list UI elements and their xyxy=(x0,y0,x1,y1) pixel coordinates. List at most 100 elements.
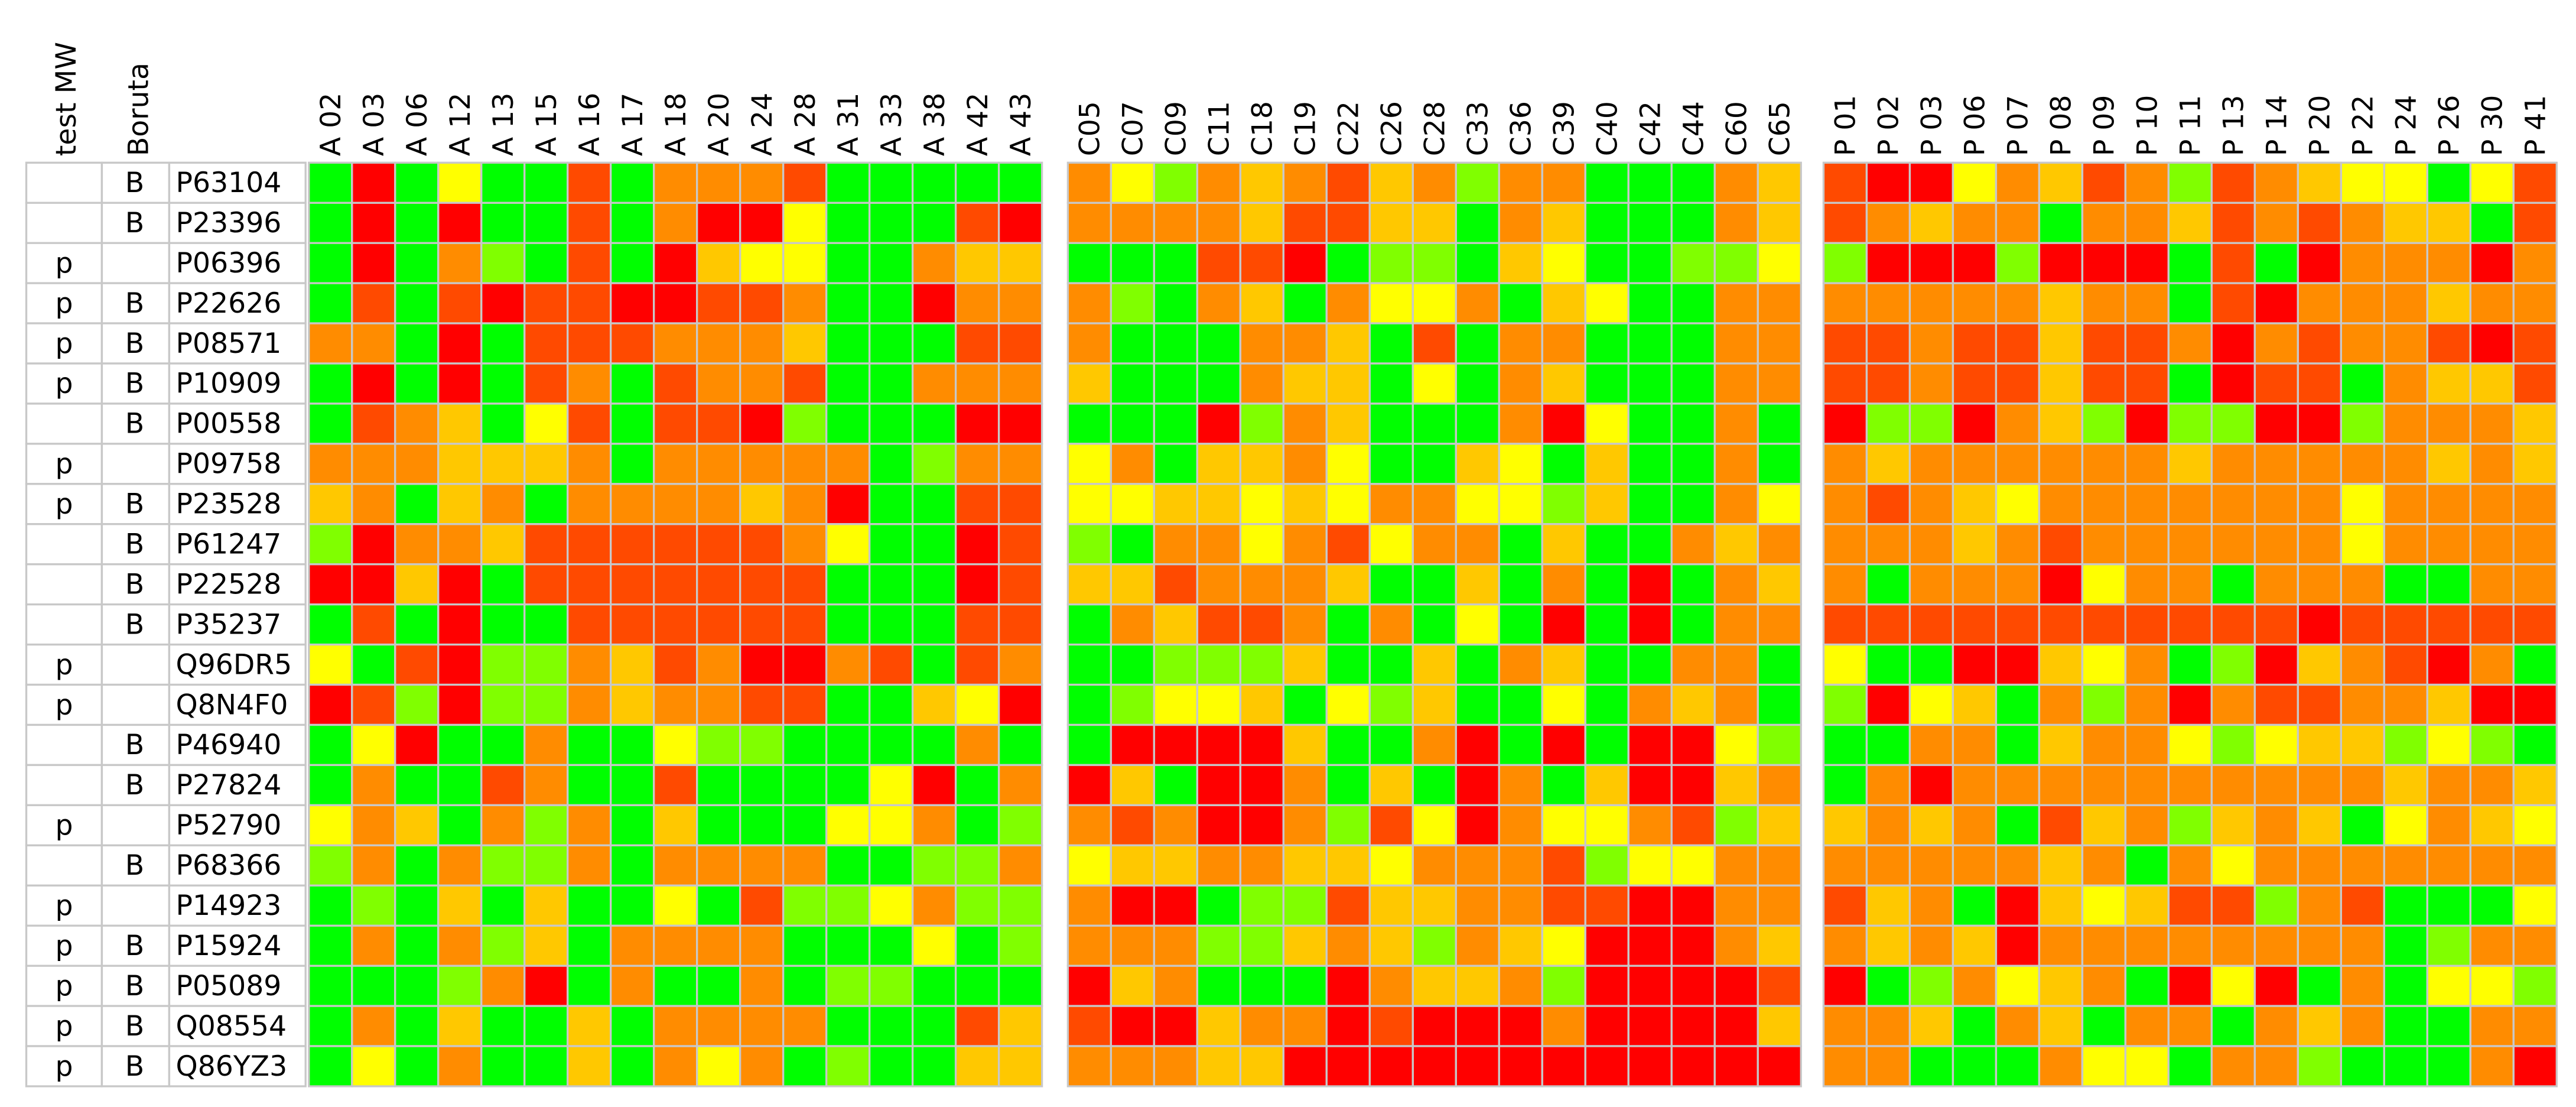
heat-cell xyxy=(1865,844,1911,887)
heat-cell xyxy=(351,643,396,686)
heat-cell xyxy=(1908,362,1954,405)
heat-cell xyxy=(2512,483,2558,525)
heat-cell xyxy=(1908,402,1954,445)
info-cell xyxy=(25,483,103,525)
heat-cell xyxy=(2340,282,2386,324)
heat-cell xyxy=(2210,764,2256,807)
heat-cell xyxy=(868,603,914,646)
heat-cell xyxy=(2210,804,2256,846)
heat-cell xyxy=(1153,884,1199,927)
info-cell xyxy=(25,603,103,646)
heat-cell xyxy=(2383,563,2429,606)
heat-cell xyxy=(480,242,526,284)
heat-cell xyxy=(868,723,914,767)
heat-cell xyxy=(1908,683,1954,726)
heat-cell xyxy=(523,683,569,726)
heat-cell xyxy=(1670,1045,1716,1087)
heat-cell xyxy=(1713,764,1759,807)
heat-cell xyxy=(351,723,396,767)
heat-cell xyxy=(1110,443,1156,485)
heat-cell xyxy=(1110,523,1156,566)
heat-cell xyxy=(2340,483,2386,525)
heat-cell xyxy=(1153,161,1199,204)
info-cell xyxy=(168,1005,307,1047)
column-label: P 09 xyxy=(2089,95,2121,157)
heat-cell xyxy=(1995,1005,2041,1047)
boruta-flag: B xyxy=(125,287,144,320)
heat-cell xyxy=(1865,282,1911,324)
heat-cell xyxy=(1325,643,1371,686)
heat-cell xyxy=(2469,443,2515,485)
boruta-flag: B xyxy=(125,167,144,199)
heat-cell xyxy=(1411,202,1457,244)
column-label: C07 xyxy=(1117,101,1150,156)
heat-cell xyxy=(308,443,353,485)
heat-cell xyxy=(1153,202,1199,244)
heat-cell xyxy=(2081,322,2127,365)
heat-cell xyxy=(308,643,353,686)
heat-cell xyxy=(1282,242,1328,284)
heat-cell xyxy=(2253,1045,2299,1087)
heat-cell xyxy=(2340,202,2386,244)
heat-cell xyxy=(2167,804,2213,846)
heat-cell xyxy=(1995,1045,2041,1087)
heat-cell xyxy=(1066,483,1113,525)
heat-cell xyxy=(1951,443,1998,485)
heat-cell xyxy=(394,282,440,324)
heat-cell xyxy=(997,322,1043,365)
heat-cell xyxy=(2038,1045,2084,1087)
heat-cell xyxy=(437,563,483,606)
heat-cell xyxy=(523,804,569,846)
heat-cell xyxy=(653,603,698,646)
heat-cell xyxy=(2253,402,2299,445)
heat-cell xyxy=(2469,764,2515,807)
heat-cell xyxy=(1153,844,1199,887)
heat-cell xyxy=(1627,643,1673,686)
row-label: P63104 xyxy=(176,167,282,199)
heat-cell xyxy=(567,242,612,284)
heat-cell xyxy=(653,362,698,405)
heat-cell xyxy=(1627,764,1673,807)
heat-cell xyxy=(610,1045,655,1087)
heat-cell xyxy=(1110,362,1156,405)
heat-cell xyxy=(1670,443,1716,485)
heat-cell xyxy=(480,1005,526,1047)
heat-cell xyxy=(1670,1005,1716,1047)
heat-cell xyxy=(1239,523,1285,566)
heat-cell xyxy=(1368,924,1414,967)
heat-cell xyxy=(1951,764,1998,807)
heat-cell xyxy=(1757,563,1802,606)
heat-cell xyxy=(394,1005,440,1047)
heat-cell xyxy=(2167,884,2213,927)
heat-cell xyxy=(2469,202,2515,244)
heat-cell xyxy=(394,844,440,887)
heat-cell xyxy=(1757,523,1802,566)
heat-cell xyxy=(1498,965,1543,1007)
heat-cell xyxy=(1239,884,1285,927)
heat-cell xyxy=(696,443,741,485)
info-cell xyxy=(168,202,307,244)
heat-cell xyxy=(1239,643,1285,686)
heat-cell xyxy=(1368,683,1414,726)
heat-cell xyxy=(868,202,914,244)
info-cell xyxy=(100,483,171,525)
test-header: test MW xyxy=(50,42,83,156)
heat-cell xyxy=(2253,242,2299,284)
heat-cell xyxy=(1995,683,2041,726)
row-label: Q8N4F0 xyxy=(176,689,288,721)
heat-cell xyxy=(696,242,741,284)
heat-cell xyxy=(2038,844,2084,887)
heat-cell xyxy=(1627,965,1673,1007)
heat-cell xyxy=(2124,965,2170,1007)
heat-cell xyxy=(1066,804,1113,846)
heat-cell xyxy=(1713,844,1759,887)
heat-cell xyxy=(739,443,785,485)
heat-cell xyxy=(1110,764,1156,807)
heat-cell xyxy=(1584,563,1629,606)
heat-cell xyxy=(2297,723,2343,767)
heat-cell xyxy=(2512,884,2558,927)
heat-cell xyxy=(696,402,741,445)
row-label: P05089 xyxy=(176,970,282,1002)
heat-cell xyxy=(1368,322,1414,365)
